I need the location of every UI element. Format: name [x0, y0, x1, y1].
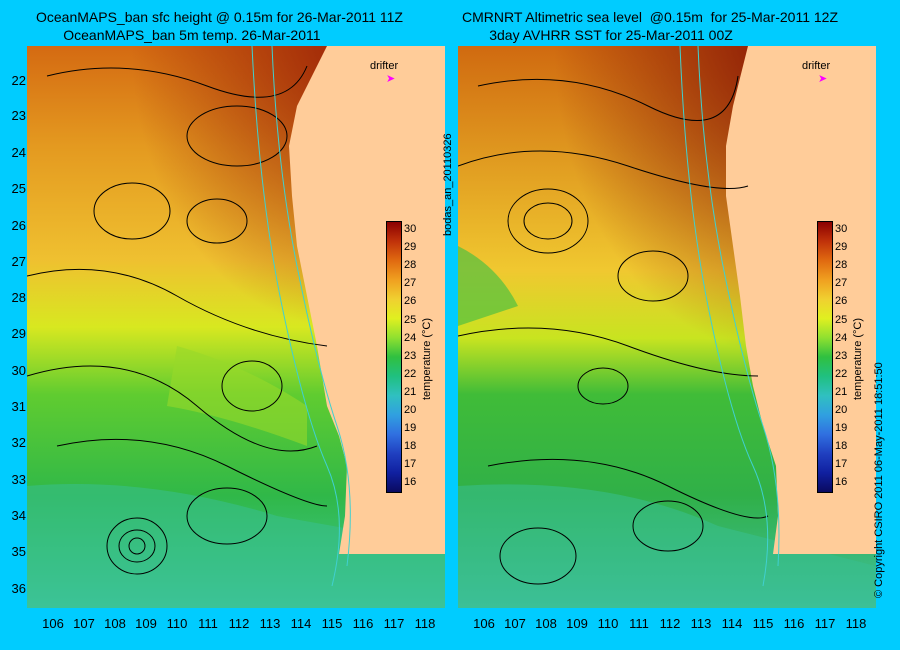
lon-label: 112 — [228, 616, 250, 631]
colorbar-tick-label: 22 — [835, 367, 848, 380]
colorbar-tick-label: 21 — [404, 385, 417, 398]
lon-label: 111 — [198, 616, 218, 631]
lon-label: 108 — [104, 616, 126, 631]
lon-label: 106 — [42, 616, 64, 631]
copyright-label: © Copyright CSIRO 2011 06-May-2011 18:51… — [873, 362, 885, 598]
colorbar-tick-label: 28 — [835, 259, 848, 272]
lon-label: 110 — [597, 616, 619, 631]
colorbar-title-right: temperature (°C) — [852, 317, 864, 400]
lat-label: 33 — [11, 472, 26, 487]
lon-label: 107 — [73, 616, 95, 631]
colorbar-tick-label: 22 — [404, 367, 417, 380]
colorbar-tick-label: 30 — [835, 223, 848, 235]
lat-label: 30 — [11, 363, 26, 378]
colorbar-tick-label: 18 — [835, 440, 848, 453]
colorbar-tick-label: 23 — [835, 349, 848, 362]
lon-label: 109 — [135, 616, 157, 631]
run-id-label: bodas_an_20110326 — [442, 133, 454, 236]
colorbar-tick-label: 24 — [835, 331, 848, 344]
lon-label: 107 — [504, 616, 526, 631]
lon-label: 106 — [473, 616, 495, 631]
colorbar-tick-label: 24 — [404, 331, 417, 344]
lon-label: 108 — [535, 616, 557, 631]
colorbar-tick-label: 25 — [835, 313, 848, 326]
lat-label: 29 — [11, 326, 26, 341]
lon-label: 116 — [783, 616, 805, 631]
colorbar-left — [386, 221, 402, 493]
lat-label: 24 — [11, 145, 26, 160]
lat-label: 23 — [11, 108, 26, 123]
lon-label: 111 — [629, 616, 649, 631]
colorbar-tick-label: 26 — [835, 295, 848, 308]
drifter-marker-right-icon: ➤ — [818, 73, 828, 85]
lat-label: 31 — [11, 399, 26, 414]
drifter-marker-left-icon: ➤ — [386, 73, 396, 85]
colorbar-right — [817, 221, 833, 493]
lat-label: 34 — [11, 508, 26, 523]
colorbar-tick-label: 30 — [404, 223, 417, 235]
lat-label: 26 — [11, 218, 26, 233]
colorbar-tick-label: 21 — [835, 385, 848, 398]
lat-label: 32 — [11, 435, 26, 450]
lat-label: 35 — [11, 544, 26, 559]
colorbar-tick-label: 27 — [835, 277, 848, 290]
right-panel-title: CMRNRT Altimetric sea level @0.15m for 2… — [462, 9, 839, 43]
lon-label: 118 — [845, 616, 867, 631]
colorbar-tick-label: 27 — [404, 277, 417, 290]
lat-label: 22 — [11, 73, 26, 88]
left-panel-title: OceanMAPS_ban sfc height @ 0.15m for 26-… — [36, 9, 403, 43]
colorbar-tick-label: 29 — [835, 241, 848, 254]
lon-label: 115 — [752, 616, 774, 631]
lon-label: 114 — [290, 616, 312, 631]
right-map-panel — [458, 46, 876, 608]
lon-label: 117 — [383, 616, 405, 631]
colorbar-tick-label: 19 — [835, 422, 848, 435]
left-map-panel — [27, 46, 445, 608]
colorbar-tick-label: 20 — [835, 404, 848, 416]
lon-label: 113 — [690, 616, 712, 631]
colorbar-tick-label: 28 — [404, 259, 417, 272]
colorbar-tick-label: 17 — [404, 458, 417, 471]
colorbar-tick-label: 17 — [835, 458, 848, 471]
lon-label: 113 — [259, 616, 281, 631]
colorbar-tick-label: 16 — [404, 476, 417, 489]
colorbar-tick-label: 25 — [404, 313, 417, 326]
drifter-label-right: drifter — [802, 60, 831, 72]
colorbar-tick-label: 23 — [404, 349, 417, 362]
lat-label: 28 — [11, 290, 26, 305]
drifter-label-left: drifter — [370, 60, 399, 72]
colorbar-title-left: temperature (°C) — [421, 317, 433, 400]
lon-label: 118 — [414, 616, 436, 631]
colorbar-tick-label: 19 — [404, 422, 417, 435]
colorbar-tick-label: 26 — [404, 295, 417, 308]
colorbar-tick-label: 18 — [404, 440, 417, 453]
lon-label: 117 — [814, 616, 836, 631]
lon-label: 114 — [721, 616, 743, 631]
lon-label: 112 — [659, 616, 681, 631]
colorbar-tick-label: 16 — [835, 476, 848, 489]
lon-label: 110 — [166, 616, 188, 631]
colorbar-tick-label: 20 — [404, 404, 417, 416]
lon-label: 115 — [321, 616, 343, 631]
lat-label: 25 — [11, 181, 26, 196]
lat-label: 27 — [11, 254, 26, 269]
lat-label: 36 — [11, 581, 26, 596]
colorbar-tick-label: 29 — [404, 241, 417, 254]
lon-label: 109 — [566, 616, 588, 631]
lon-label: 116 — [352, 616, 374, 631]
